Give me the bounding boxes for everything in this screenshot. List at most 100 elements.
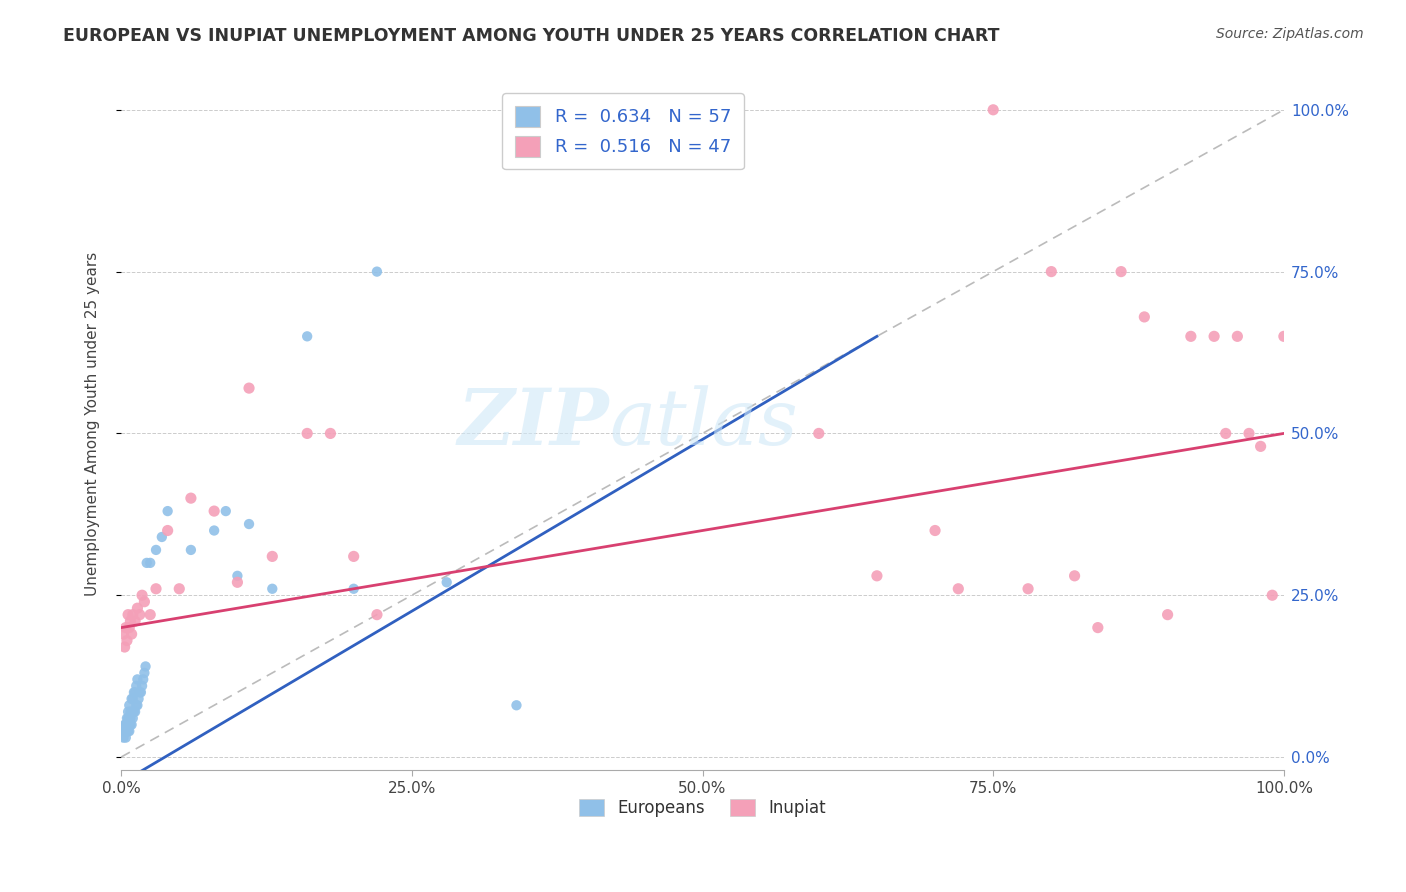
Point [1237, 426, 1260, 441]
Point [226, 575, 249, 590]
Point [135, 659, 157, 673]
Point [121, 607, 143, 622]
Point [121, 691, 143, 706]
Point [125, 679, 148, 693]
Point [114, 717, 136, 731]
Point [1063, 569, 1085, 583]
Point [1017, 582, 1039, 596]
Point [117, 607, 139, 622]
Point [114, 731, 136, 745]
Point [118, 621, 141, 635]
Point [118, 717, 141, 731]
Point [114, 640, 136, 654]
Point [319, 426, 342, 441]
Point [262, 549, 284, 564]
Point [169, 582, 191, 596]
Point [115, 633, 138, 648]
Point [180, 491, 202, 505]
Point [121, 705, 143, 719]
Point [215, 504, 238, 518]
Text: atlas: atlas [609, 385, 799, 462]
Point [1250, 439, 1272, 453]
Point [139, 607, 162, 622]
Point [262, 582, 284, 596]
Point [125, 698, 148, 713]
Point [1272, 329, 1295, 343]
Point [1109, 265, 1132, 279]
Point [127, 601, 149, 615]
Legend: Europeans, Inupiat: Europeans, Inupiat [572, 792, 832, 824]
Point [118, 711, 141, 725]
Y-axis label: Unemployment Among Youth under 25 years: Unemployment Among Youth under 25 years [86, 252, 100, 596]
Point [366, 265, 388, 279]
Point [124, 685, 146, 699]
Point [121, 705, 143, 719]
Point [114, 717, 136, 731]
Point [124, 705, 146, 719]
Point [114, 621, 136, 635]
Point [118, 724, 141, 739]
Point [238, 381, 260, 395]
Point [117, 711, 139, 725]
Point [134, 595, 156, 609]
Point [117, 717, 139, 731]
Point [115, 717, 138, 731]
Point [139, 556, 162, 570]
Point [1226, 329, 1249, 343]
Point [238, 516, 260, 531]
Point [135, 556, 157, 570]
Point [114, 724, 136, 739]
Point [131, 679, 153, 693]
Point [505, 698, 527, 713]
Point [124, 614, 146, 628]
Point [122, 685, 145, 699]
Point [132, 673, 155, 687]
Point [156, 504, 179, 518]
Point [807, 426, 830, 441]
Point [114, 724, 136, 739]
Point [295, 426, 318, 441]
Point [1204, 329, 1226, 343]
Point [1261, 588, 1284, 602]
Text: EUROPEAN VS INUPIAT UNEMPLOYMENT AMONG YOUTH UNDER 25 YEARS CORRELATION CHART: EUROPEAN VS INUPIAT UNEMPLOYMENT AMONG Y… [63, 27, 1000, 45]
Point [121, 627, 143, 641]
Point [866, 569, 889, 583]
Point [121, 717, 143, 731]
Point [115, 711, 138, 725]
Point [120, 717, 142, 731]
Point [180, 543, 202, 558]
Point [1087, 621, 1109, 635]
Point [121, 711, 143, 725]
Point [156, 524, 179, 538]
Point [226, 569, 249, 583]
Point [1215, 426, 1237, 441]
Point [120, 711, 142, 725]
Point [121, 691, 143, 706]
Point [128, 607, 150, 622]
Point [1180, 329, 1202, 343]
Point [145, 543, 167, 558]
Text: ZIP: ZIP [458, 385, 609, 462]
Point [129, 685, 152, 699]
Point [120, 705, 142, 719]
Point [366, 607, 388, 622]
Point [924, 524, 946, 538]
Point [1133, 310, 1156, 324]
Point [112, 627, 135, 641]
Point [122, 705, 145, 719]
Point [112, 731, 135, 745]
Point [131, 588, 153, 602]
Point [127, 673, 149, 687]
Point [343, 549, 366, 564]
Point [145, 582, 167, 596]
Point [202, 524, 225, 538]
Point [150, 530, 173, 544]
Point [948, 582, 970, 596]
Point [1040, 265, 1063, 279]
Point [117, 724, 139, 739]
Point [120, 614, 142, 628]
Point [128, 691, 150, 706]
Point [115, 724, 138, 739]
Point [1156, 607, 1178, 622]
Point [134, 665, 156, 680]
